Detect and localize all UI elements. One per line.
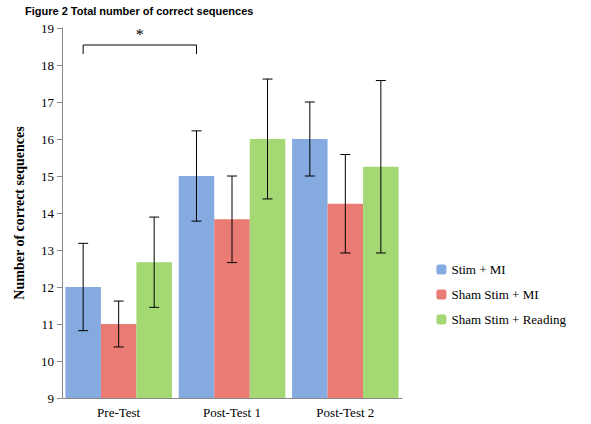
svg-text:16: 16 (41, 132, 55, 147)
svg-text:19: 19 (41, 21, 54, 36)
svg-text:10: 10 (41, 354, 54, 369)
svg-text:Sham Stim + Reading: Sham Stim + Reading (451, 312, 566, 327)
svg-text:Post-Test 2: Post-Test 2 (316, 405, 374, 420)
svg-text:13: 13 (41, 243, 54, 258)
svg-text:11: 11 (41, 317, 54, 332)
svg-text:18: 18 (41, 58, 54, 73)
svg-text:Number of correct sequences: Number of correct sequences (12, 126, 27, 300)
svg-text:14: 14 (41, 206, 55, 221)
svg-text:17: 17 (41, 95, 55, 110)
svg-text:Post-Test 1: Post-Test 1 (203, 405, 261, 420)
svg-text:9: 9 (48, 391, 55, 406)
svg-text:Pre-Test: Pre-Test (97, 405, 141, 420)
svg-text:*: * (136, 26, 144, 43)
svg-text:Sham Stim + MI: Sham Stim + MI (451, 287, 538, 302)
svg-text:Stim + MI: Stim + MI (451, 262, 505, 277)
svg-text:15: 15 (41, 169, 54, 184)
svg-text:Figure 2 Total number of corre: Figure 2 Total number of correct sequenc… (25, 5, 253, 17)
svg-text:12: 12 (41, 280, 54, 295)
